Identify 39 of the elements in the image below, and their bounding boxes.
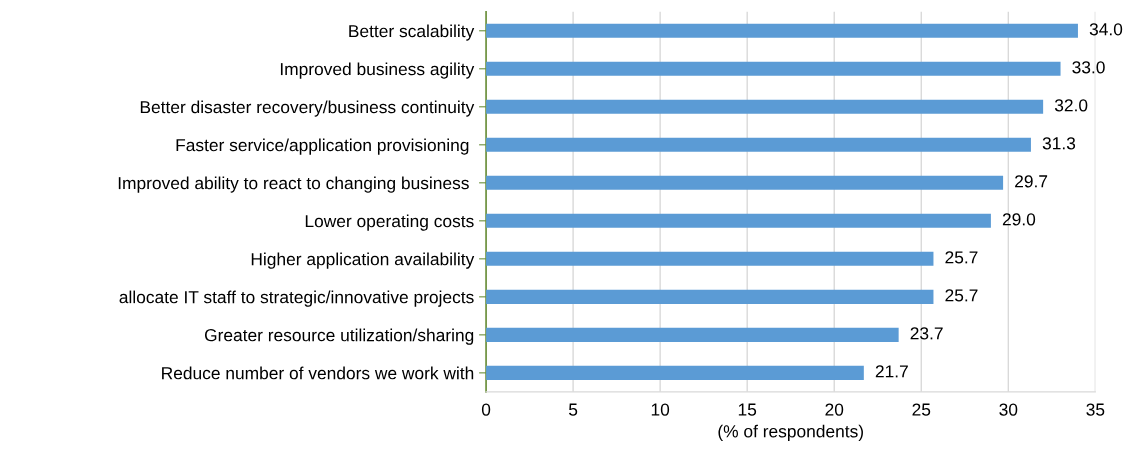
x-tick-label: 10	[651, 403, 670, 416]
y-tick-label: Faster service/application provisioning	[176, 138, 469, 155]
y-tick-label: Improved ability to react to changing business	[118, 176, 469, 193]
data-label: 25.7	[945, 289, 978, 302]
data-label: 29.7	[1015, 175, 1048, 188]
bar	[486, 251, 934, 266]
bar	[486, 289, 934, 304]
x-tick-label: 0	[481, 403, 491, 416]
x-tick-label: 30	[999, 403, 1018, 416]
data-label: 25.7	[945, 251, 978, 264]
x-tick-label: 20	[825, 403, 844, 416]
bar	[486, 327, 899, 342]
x-axis-title: (% of respondents)	[718, 424, 863, 441]
bar	[486, 137, 1031, 152]
data-label: 33.0	[1072, 61, 1105, 74]
data-label: 31.3	[1042, 137, 1076, 150]
y-tick-label: allocate IT staff to strategic/innovative projects	[119, 290, 474, 307]
bar	[486, 365, 864, 380]
y-tick-label: Lower operating costs	[305, 214, 474, 231]
bar	[486, 175, 1004, 190]
y-tick-label: Higher application availability	[251, 252, 475, 269]
bar	[486, 23, 1078, 38]
data-label: 34.0	[1089, 23, 1123, 36]
y-tick-label: Improved business agility	[280, 62, 475, 79]
bar	[486, 61, 1061, 76]
bar	[486, 99, 1044, 114]
y-tick-label: Better scalability	[349, 24, 475, 41]
data-label: 32.0	[1054, 99, 1088, 112]
y-tick-label: Reduce number of vendors we work with	[162, 366, 474, 380]
data-label: 21.7	[875, 365, 908, 378]
x-tick-label: 5	[568, 403, 578, 416]
x-tick-label: 25	[912, 403, 931, 416]
x-tick-label: 35	[1086, 403, 1105, 416]
bar	[486, 213, 991, 228]
data-label: 23.7	[910, 327, 943, 340]
y-tick-label: Better disaster recovery/business continuity	[140, 100, 475, 117]
y-tick-label: Greater resource utilization/sharing	[204, 328, 474, 345]
x-tick-label: 15	[738, 403, 757, 416]
data-label: 29.0	[1002, 213, 1036, 226]
